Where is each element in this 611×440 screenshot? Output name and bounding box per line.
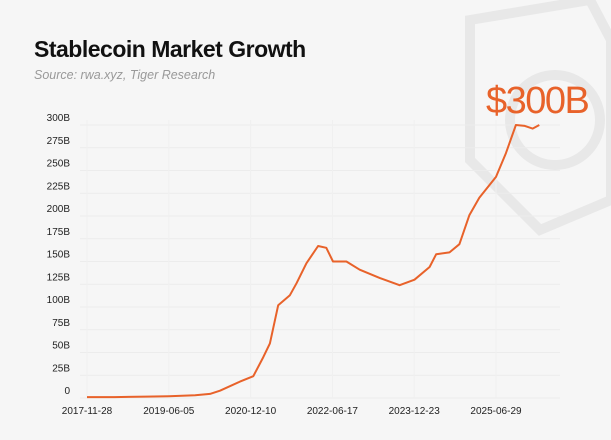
x-tick-label: 2017-11-28 xyxy=(62,406,113,417)
y-tick-label: 50B xyxy=(52,341,70,352)
x-tick-label: 2025-06-29 xyxy=(470,406,522,417)
y-tick-label: 200B xyxy=(47,204,71,215)
y-tick-label: 300B xyxy=(47,113,71,124)
y-tick-label: 100B xyxy=(47,295,71,306)
x-tick-label: 2020-12-10 xyxy=(225,406,277,417)
y-tick-label: 125B xyxy=(47,272,71,283)
x-tick-label: 2019-06-05 xyxy=(143,406,195,417)
x-tick-label: 2022-06-17 xyxy=(307,406,359,417)
x-tick-label: 2023-12-23 xyxy=(389,406,441,417)
annotation-300b: $300B xyxy=(486,80,590,122)
y-tick-label: 150B xyxy=(47,250,71,261)
series-line xyxy=(87,124,540,399)
y-tick-label: 75B xyxy=(52,318,70,329)
y-tick-label: 275B xyxy=(47,136,71,147)
y-tick-label: 0 xyxy=(64,386,70,397)
watermark-logo xyxy=(465,0,611,236)
y-tick-label: 225B xyxy=(47,181,71,192)
y-tick-label: 250B xyxy=(47,159,71,170)
chart-title: Stablecoin Market Growth xyxy=(34,36,306,62)
y-tick-label: 175B xyxy=(47,227,71,238)
chart-subtitle: Source: rwa.xyz, Tiger Research xyxy=(34,68,216,82)
y-tick-label: 25B xyxy=(52,363,70,374)
